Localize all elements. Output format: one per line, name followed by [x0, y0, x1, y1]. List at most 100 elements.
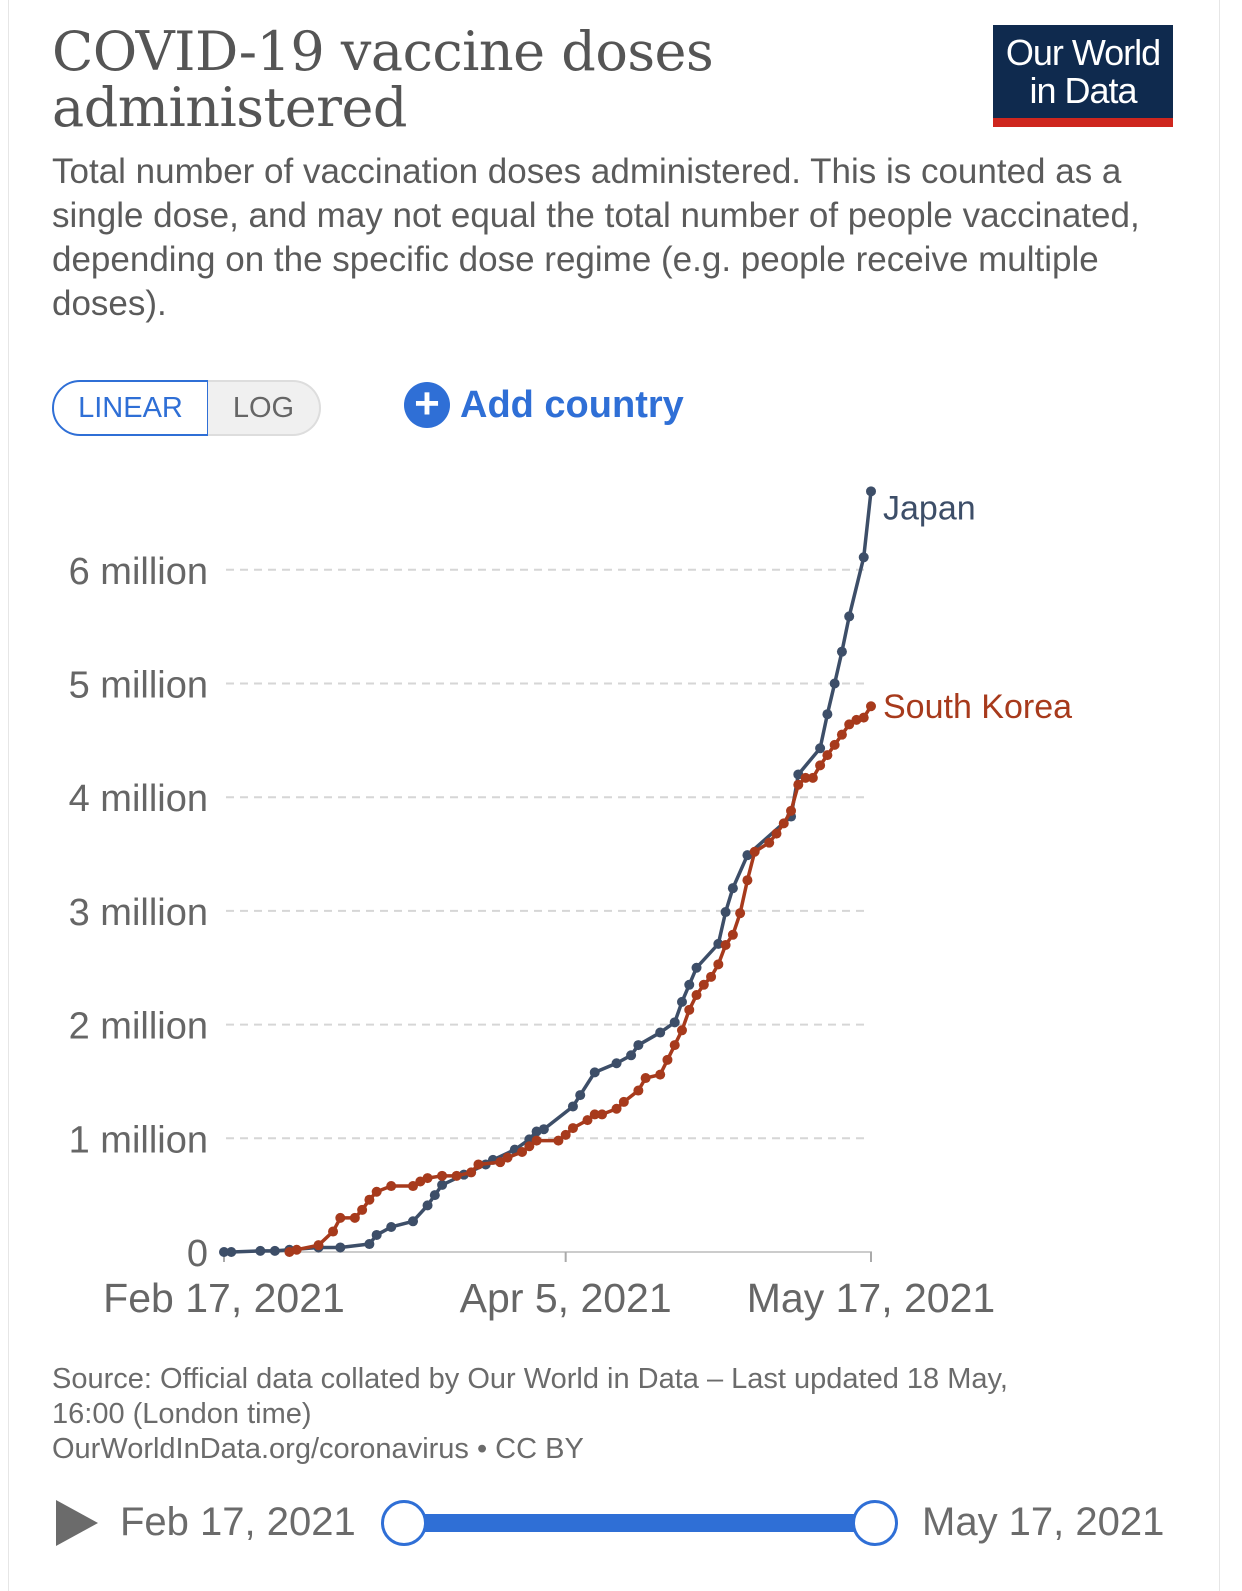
data-point [720, 907, 731, 918]
data-point [349, 1212, 360, 1223]
add-country-button[interactable]: + Add country [404, 380, 684, 430]
data-point [720, 940, 731, 951]
data-point [655, 1069, 666, 1080]
data-point [371, 1229, 382, 1240]
data-point [815, 743, 826, 754]
y-tick-label: 1 million [69, 1119, 208, 1161]
data-point [822, 709, 833, 720]
data-point [357, 1204, 368, 1215]
series-japan: Japan [219, 486, 976, 1257]
data-point [691, 990, 702, 1001]
data-point [684, 979, 695, 990]
data-point [778, 818, 789, 829]
series-label: Japan [883, 489, 976, 527]
data-point [589, 1109, 600, 1120]
data-point [589, 1067, 600, 1078]
data-point [866, 486, 876, 497]
data-point [793, 779, 804, 790]
data-point [735, 908, 746, 919]
data-point [727, 929, 738, 940]
data-point [858, 712, 869, 723]
data-point [706, 971, 717, 982]
source-link[interactable]: OurWorldInData.org/coronavirus • CC BY [52, 1433, 584, 1465]
data-point [669, 1040, 680, 1051]
data-point [269, 1245, 280, 1256]
data-point [611, 1058, 622, 1069]
data-point [662, 1054, 673, 1065]
data-point [844, 719, 855, 730]
play-icon[interactable] [56, 1500, 98, 1546]
data-point [713, 959, 724, 970]
data-point [335, 1212, 346, 1223]
data-point [858, 552, 869, 563]
data-point [524, 1141, 535, 1152]
timeline-end-handle[interactable] [852, 1500, 898, 1546]
logo-line-1: Our World [1005, 32, 1161, 73]
data-point [567, 1123, 578, 1134]
series-south-korea: South Korea [284, 688, 1072, 1257]
source-note: Source: Official data collated by Our Wo… [52, 1362, 1052, 1467]
data-point [386, 1181, 397, 1192]
data-point [219, 1247, 229, 1257]
data-point [335, 1242, 346, 1253]
series-line [288, 705, 873, 1254]
data-point [582, 1115, 593, 1126]
series-label: South Korea [883, 688, 1072, 726]
y-tick-label: 3 million [69, 892, 208, 934]
data-point [727, 883, 738, 894]
data-point [437, 1179, 448, 1190]
data-point [749, 846, 760, 857]
data-point [567, 1101, 578, 1112]
timeline-range-track[interactable] [402, 1514, 874, 1532]
data-point [822, 750, 833, 761]
data-point [829, 739, 840, 750]
add-country-label: Add country [460, 383, 684, 426]
data-point [408, 1181, 419, 1192]
data-point [698, 979, 709, 990]
data-point [364, 1239, 375, 1250]
chart-title: COVID-19 vaccine doses administered [52, 20, 714, 139]
data-point [437, 1170, 448, 1181]
data-point [575, 1090, 586, 1101]
data-point [676, 996, 687, 1007]
data-point [771, 828, 782, 839]
y-tick-label: 5 million [69, 665, 208, 707]
data-point [560, 1129, 571, 1140]
data-point [815, 760, 826, 771]
data-point [291, 1244, 302, 1255]
data-point [844, 611, 855, 622]
source-text: Source: Official data collated by Our Wo… [52, 1363, 1008, 1430]
data-point [502, 1152, 513, 1163]
data-point [676, 1025, 687, 1036]
data-point [517, 1146, 528, 1157]
data-point [829, 678, 840, 689]
data-point [691, 962, 702, 973]
y-tick-label: 0 [187, 1233, 208, 1275]
data-point [626, 1050, 637, 1061]
data-point [328, 1226, 339, 1237]
log-scale-button[interactable]: LOG [208, 380, 321, 436]
y-tick-label: 4 million [69, 778, 208, 820]
data-point [742, 875, 753, 886]
chart-frame [8, 0, 1220, 1591]
data-point [422, 1200, 433, 1211]
timeline-start-label: Feb 17, 2021 [120, 1500, 356, 1544]
data-point [553, 1135, 564, 1146]
data-point [495, 1157, 506, 1168]
x-tick-label: May 17, 2021 [747, 1275, 995, 1321]
data-point [451, 1170, 462, 1181]
data-point [371, 1186, 382, 1197]
data-point [836, 646, 847, 657]
timeline-end-label: May 17, 2021 [922, 1500, 1165, 1544]
data-point [618, 1096, 629, 1107]
data-point [422, 1173, 433, 1184]
data-point [684, 1004, 695, 1015]
data-point [764, 837, 775, 848]
y-tick-label: 6 million [69, 551, 208, 593]
data-point [866, 701, 876, 712]
owid-logo[interactable]: Our World in Data [993, 25, 1173, 127]
linear-scale-button[interactable]: LINEAR [52, 380, 209, 436]
timeline-start-handle[interactable] [381, 1500, 427, 1546]
data-point [408, 1216, 419, 1227]
